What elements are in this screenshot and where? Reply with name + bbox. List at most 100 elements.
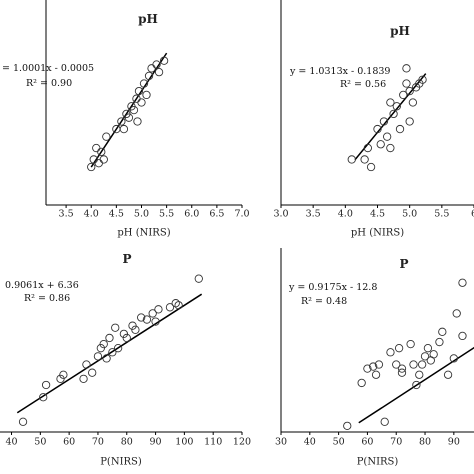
x-tick-label: 90	[150, 436, 162, 447]
scatter-point	[386, 143, 395, 153]
scatter-point	[159, 56, 169, 65]
scatter-point	[360, 155, 369, 164]
x-axis-label: pH (NIRS)	[117, 227, 170, 238]
scatter-point	[347, 155, 356, 164]
scatter-point	[119, 124, 129, 134]
scatter-point	[152, 60, 161, 69]
scatter-point	[147, 64, 156, 73]
scatter-point	[443, 370, 453, 379]
scatter-point	[122, 333, 131, 343]
scatter-point	[406, 339, 415, 349]
scatter-point	[154, 67, 164, 77]
scatter-point	[423, 344, 433, 353]
x-tick-label: 6	[471, 208, 474, 219]
scatter-point	[402, 64, 411, 73]
x-axis-label: P(NIRS)	[357, 456, 399, 467]
scatter-point	[111, 323, 120, 332]
scatter-point	[373, 124, 382, 134]
x-tick-label: 50	[333, 436, 345, 447]
scatter-point	[452, 309, 461, 318]
scatter-point	[142, 90, 151, 100]
scatter-point	[379, 117, 389, 126]
regression-line	[16, 293, 203, 414]
scatter-point	[79, 374, 88, 383]
r-squared-label: R² = 0.90	[26, 78, 72, 89]
scatter-point	[408, 98, 418, 107]
x-tick-label: 100	[175, 436, 193, 447]
scatter-point	[392, 102, 401, 111]
x-tick-label: 6.0	[184, 208, 199, 219]
scatter-point	[405, 117, 414, 126]
regression-line	[90, 52, 168, 168]
scatter-point	[142, 315, 152, 324]
scatter-point	[56, 374, 65, 383]
scatter-point	[382, 132, 392, 141]
scatter-point	[99, 339, 108, 349]
x-tick-label: 110	[204, 436, 222, 447]
scatter-point	[137, 313, 146, 322]
scatter-point	[386, 98, 395, 107]
scatter-point	[363, 143, 372, 153]
scatter-point	[148, 309, 157, 318]
scatter-point	[171, 299, 180, 308]
scatter-point	[82, 360, 91, 369]
panel-p-validation: 30 40 50 60 70 80 90 Py = 0.9175x - 12.8 R² = 0.…	[275, 248, 474, 467]
scatter-point	[343, 421, 352, 431]
x-tick-label: 4.0	[84, 208, 99, 219]
scatter-point	[458, 278, 467, 287]
x-tick-label: 4.5	[370, 208, 385, 219]
scatter-point	[113, 344, 123, 353]
scatter-point	[165, 303, 175, 312]
scatter-point	[449, 354, 458, 363]
scatter-point	[357, 378, 366, 388]
x-tick-label: 3.5	[306, 208, 321, 219]
scatter-point	[102, 354, 111, 363]
scatter-point	[366, 162, 376, 172]
scatter-point	[134, 86, 144, 96]
x-tick-label: 7.0	[234, 208, 249, 219]
x-tick-label: 30	[275, 436, 287, 447]
scatter-point	[96, 344, 105, 353]
regression-equation: = 1.0001x - 0.0005	[2, 63, 94, 74]
scatter-point	[386, 348, 395, 357]
panel-ph-calibration: 3.5 4.0 4.5 5.0 5.5 6.0 6.5 7.0 pH = 1.0001x - 0.…	[2, 0, 250, 238]
scatter-point	[102, 132, 111, 141]
r-squared-label: R² = 0.48	[301, 296, 347, 307]
scatter-point	[128, 321, 137, 330]
panel-p-calibration: 40 50 60 70 80 90 100 110 120 P 0.9061x + 6.36 R² =…	[0, 252, 251, 467]
scatter-point	[129, 105, 139, 115]
x-axis-label: P(NIRS)	[100, 456, 142, 467]
panel-ph-validation: 3.0 3.5 4.0 4.5 5.0 5.5 6 pH y = 1.0313x - 0.183…	[273, 0, 474, 238]
scatter-point	[93, 352, 103, 361]
scatter-point	[395, 124, 405, 134]
x-tick-label: 50	[34, 436, 46, 447]
r-squared-label: R² = 0.56	[340, 79, 386, 90]
scatter-point	[124, 113, 134, 122]
scatter-point	[144, 71, 154, 81]
scatter-point	[133, 117, 142, 126]
scatter-point	[409, 360, 418, 369]
x-tick-label: 3.5	[59, 208, 74, 219]
scatter-point	[41, 380, 51, 390]
x-tick-label: 5.5	[434, 208, 449, 219]
regression-equation: y = 1.0313x - 0.1839	[289, 66, 390, 77]
scatter-point	[131, 325, 140, 334]
scatter-point	[59, 370, 68, 379]
x-tick-label: 40	[5, 436, 17, 447]
x-tick-label: 80	[419, 436, 431, 447]
scatter-point	[369, 362, 378, 371]
x-tick-label: 4.5	[109, 208, 124, 219]
r-squared-label: R² = 0.86	[24, 293, 70, 304]
scatter-point	[412, 380, 421, 390]
scatter-point	[438, 327, 447, 336]
x-tick-label: 4.0	[338, 208, 353, 219]
scatter-point	[119, 329, 129, 339]
scatter-point	[88, 368, 97, 377]
x-tick-label: 6.5	[209, 208, 224, 219]
regression-equation: 0.9061x + 6.36	[5, 280, 79, 291]
scatter-point	[174, 301, 183, 310]
scatter-point	[92, 143, 101, 153]
scatter-point	[154, 305, 163, 314]
scatter-point	[376, 140, 385, 149]
scatter-point	[137, 98, 146, 107]
